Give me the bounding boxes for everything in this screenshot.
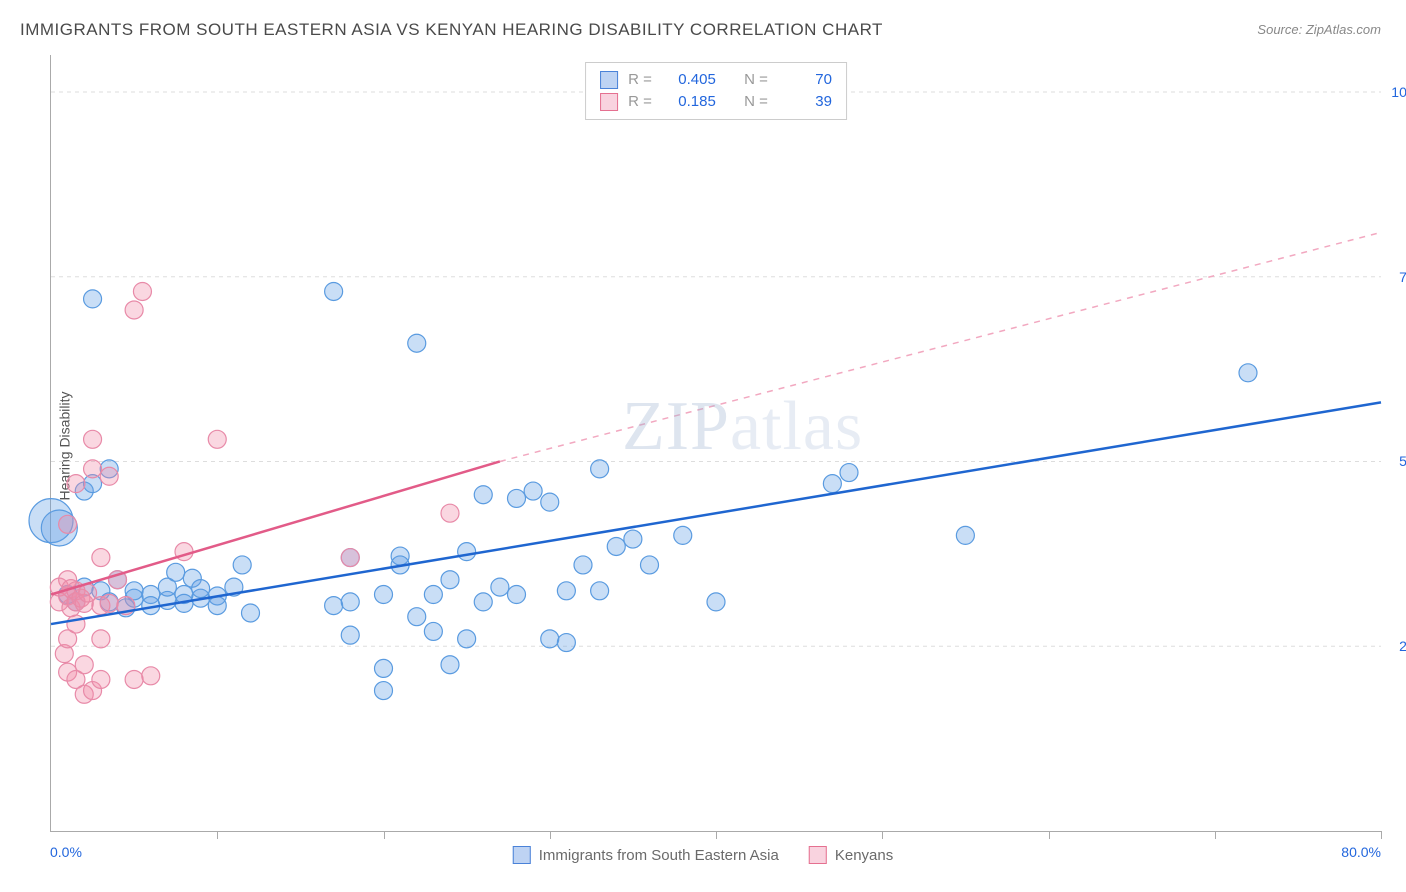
source-label: Source: ZipAtlas.com bbox=[1257, 22, 1381, 37]
swatch-pink-icon bbox=[809, 846, 827, 864]
stat-N1-value: 70 bbox=[778, 69, 832, 91]
stats-row-series2: R = 0.185 N = 39 bbox=[600, 91, 832, 113]
swatch-blue-icon bbox=[600, 71, 618, 89]
plot-container: ZIPatlas R = 0.405 N = 70 R = 0.185 N = … bbox=[50, 55, 1381, 832]
stat-N-label2: N = bbox=[744, 91, 768, 113]
stat-R-label: R = bbox=[628, 69, 652, 91]
chart-title: IMMIGRANTS FROM SOUTH EASTERN ASIA VS KE… bbox=[20, 20, 883, 40]
y-tick-label: 7.5% bbox=[1399, 269, 1406, 285]
source-prefix: Source: bbox=[1257, 22, 1302, 37]
swatch-blue-icon bbox=[513, 846, 531, 864]
legend-label-series2: Kenyans bbox=[835, 847, 893, 864]
bottom-legend: Immigrants from South Eastern Asia Kenya… bbox=[513, 846, 893, 864]
y-tick-label: 2.5% bbox=[1399, 638, 1406, 654]
x-axis-max: 80.0% bbox=[1341, 844, 1381, 860]
stat-R-label2: R = bbox=[628, 91, 652, 113]
stats-row-series1: R = 0.405 N = 70 bbox=[600, 69, 832, 91]
y-tick-label: 5.0% bbox=[1399, 453, 1406, 469]
y-tick-label: 10.0% bbox=[1391, 84, 1406, 100]
legend-label-series1: Immigrants from South Eastern Asia bbox=[539, 847, 779, 864]
stat-R1-value: 0.405 bbox=[662, 69, 716, 91]
source-value: ZipAtlas.com bbox=[1306, 22, 1381, 37]
x-axis-min: 0.0% bbox=[50, 844, 82, 860]
chart-svg bbox=[51, 55, 1381, 831]
plot-area: ZIPatlas R = 0.405 N = 70 R = 0.185 N = … bbox=[50, 55, 1381, 832]
stat-N2-value: 39 bbox=[778, 91, 832, 113]
stats-legend-box: R = 0.405 N = 70 R = 0.185 N = 39 bbox=[585, 62, 847, 120]
legend-item-series1: Immigrants from South Eastern Asia bbox=[513, 846, 779, 864]
stat-N-label: N = bbox=[744, 69, 768, 91]
legend-item-series2: Kenyans bbox=[809, 846, 893, 864]
swatch-pink-icon bbox=[600, 93, 618, 111]
stat-R2-value: 0.185 bbox=[662, 91, 716, 113]
